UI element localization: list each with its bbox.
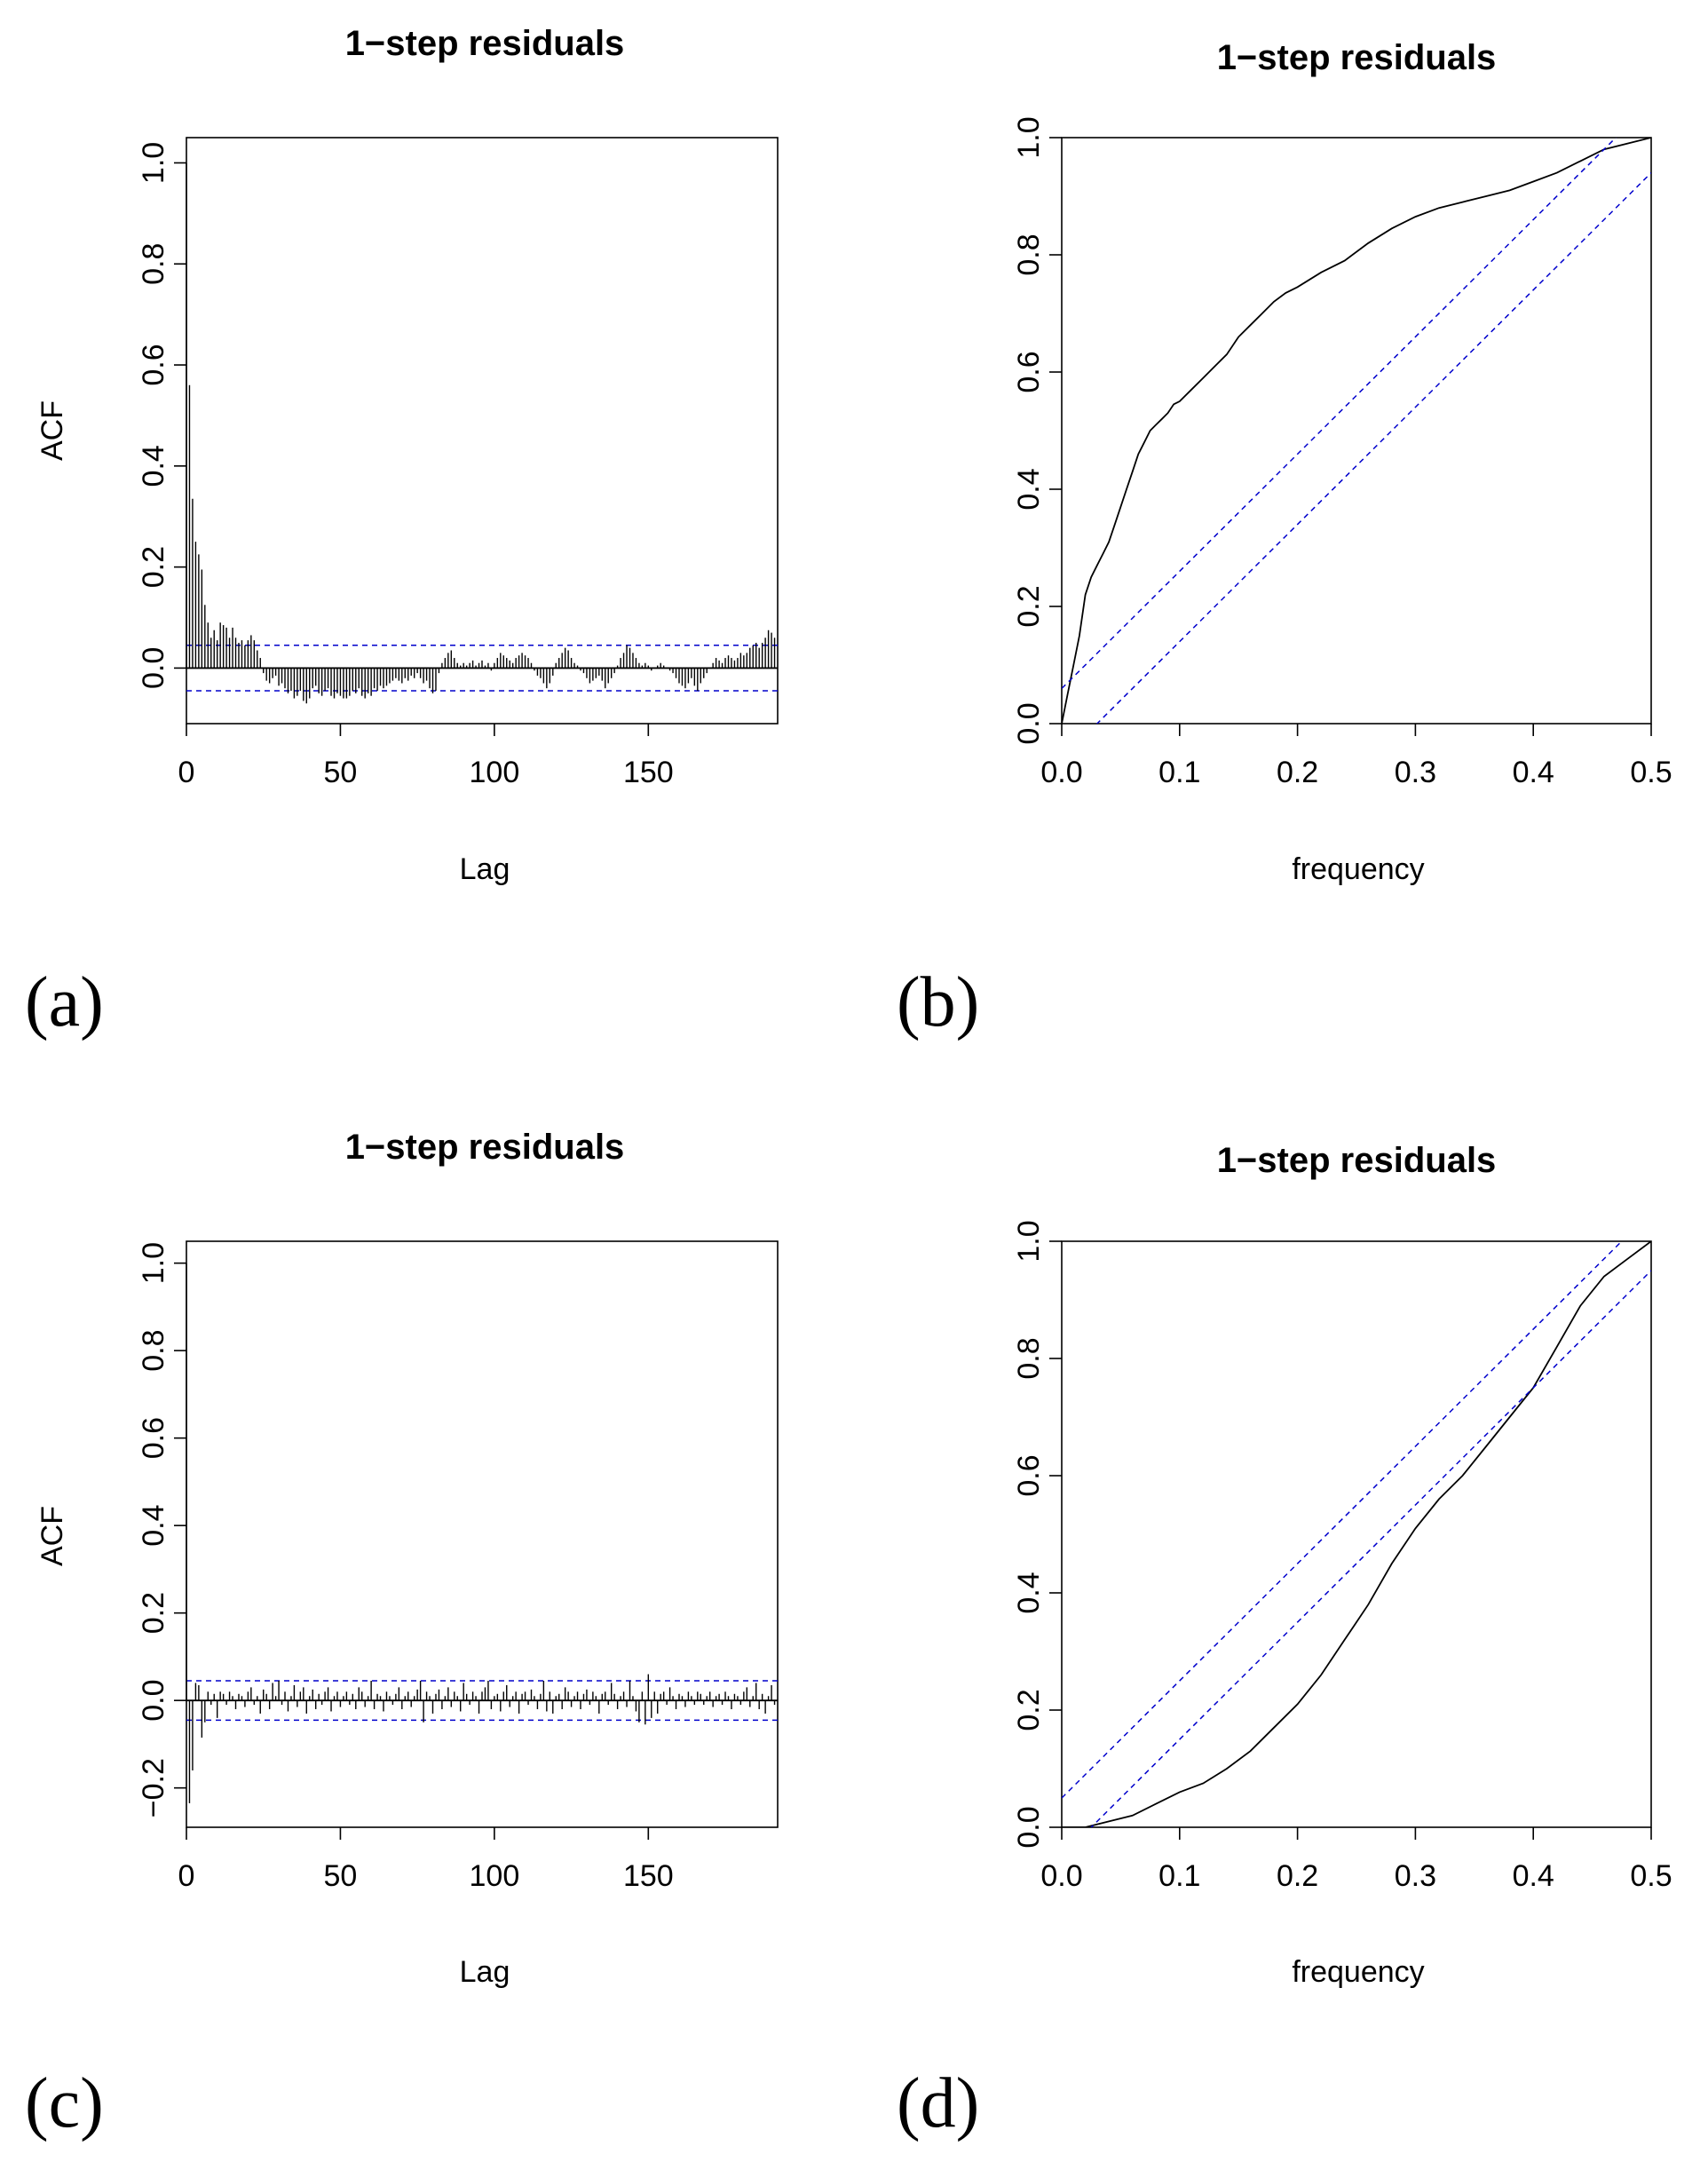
panel-d-xtick-label: 0.4 [1513,1859,1554,1893]
panel-b-xtick-label: 0.2 [1277,756,1318,789]
panel-b-upper-bound-line [1062,138,1617,689]
panel-d-xtick-label: 0.0 [1040,1859,1082,1893]
panel-d-xlabel: frequency [1292,1955,1424,1989]
panel-c-ytick-label: 0.2 [137,1592,170,1634]
panel-a-label: (a) [25,963,104,1041]
panel-b-xtick-label: 0.4 [1513,756,1554,789]
panel-a-title: 1−step residuals [345,24,625,63]
panel-d-xtick-label: 0.3 [1395,1859,1436,1893]
panel-b-xtick-label: 0.0 [1040,756,1082,789]
panel-c-xtick-label: 50 [324,1859,358,1893]
panel-a-ytick-label: 0.6 [137,344,170,385]
panel-d: 1−step residuals frequency (d) 0.0 0.2 0.4… [897,1141,1672,2142]
panel-a-plot-frame [186,137,779,725]
panel-d-ytick-label: 1.0 [1012,1220,1046,1262]
panel-c-ytick-label: 0.4 [137,1505,170,1547]
panel-a-xlabel: Lag [460,852,510,886]
panel-c-ytick-label: 1.0 [137,1242,170,1284]
panel-b-ytick-label: 0.0 [1012,702,1046,744]
panel-b-label: (b) [897,963,979,1041]
panel-a-ytick-label: 0.0 [137,647,170,689]
panel-b-xlabel: frequency [1292,852,1424,886]
panel-d-xtick-label: 0.1 [1158,1859,1200,1893]
panel-c-title: 1−step residuals [345,1128,625,1167]
panel-d-lower-bound-line [1090,1270,1651,1827]
panel-d-xtick-label: 0.5 [1630,1859,1672,1893]
panel-d-ytick-label: 0.0 [1012,1806,1046,1848]
panel-c-xtick-label: 100 [470,1859,520,1893]
panel-b-ytick-label: 0.2 [1012,585,1046,627]
panel-d-label: (d) [897,2064,979,2142]
panel-b: 1−step residuals frequency (b) 0.0 0.2 0.4… [897,38,1672,1041]
panel-b-xtick-label: 0.1 [1158,756,1200,789]
panel-a-xtick-label: 50 [324,756,358,789]
panel-a-ylabel: ACF [36,400,69,461]
panel-b-xtick-label: 0.5 [1630,756,1672,789]
panel-d-ytick-label: 0.4 [1012,1572,1046,1613]
panel-b-ytick-label: 0.8 [1012,234,1046,275]
panel-c-ytick-label: 0.6 [137,1417,170,1459]
panel-b-ytick-label: 0.6 [1012,351,1046,392]
panel-d-upper-bound-line [1062,1241,1623,1799]
panel-c-ylabel: ACF [36,1506,69,1566]
panel-a: 1−step residuals Lag ACF (a) 0.0 0.2 0.4 0.… [25,24,779,1041]
panel-c-xtick-label: 150 [623,1859,674,1893]
panel-d-xtick-label: 0.2 [1277,1859,1318,1893]
panel-a-xtick-label: 100 [470,756,520,789]
panel-d-plot-frame [1061,1240,1652,1828]
panel-d-ytick-label: 0.2 [1012,1689,1046,1730]
panel-c-ytick-label: 0.0 [137,1680,170,1722]
panel-c-ytick-label: −0.2 [137,1758,170,1818]
panel-c-xtick-label: 0 [178,1859,195,1893]
panel-b-ytick-label: 0.4 [1012,468,1046,510]
panel-a-xtick-label: 0 [178,756,195,789]
panel-b-xtick-label: 0.3 [1395,756,1436,789]
panel-c-ytick-label: 0.8 [137,1330,170,1372]
panel-a-ytick-label: 1.0 [137,142,170,184]
panel-c-xlabel: Lag [460,1955,510,1989]
panel-b-lower-bound-line [1095,172,1651,724]
panel-b-title: 1−step residuals [1217,38,1497,77]
panel-a-ytick-label: 0.8 [137,243,170,285]
panel-b-ytick-label: 1.0 [1012,116,1046,158]
panel-a-xtick-label: 150 [623,756,674,789]
panel-a-ytick-label: 0.4 [137,445,170,487]
panel-b-plot-frame [1061,137,1652,725]
panel-d-title: 1−step residuals [1217,1141,1497,1180]
panel-d-ytick-label: 0.6 [1012,1454,1046,1496]
panel-c-label: (c) [25,2064,104,2142]
panel-b-cumulative-periodogram-line [1062,138,1651,724]
panel-c-plot-frame [186,1240,779,1828]
panel-d-cumulative-periodogram-line [1062,1241,1651,1827]
panel-c: 1−step residuals Lag ACF (c) −0.2 0.0 0.2 0… [25,1128,779,2142]
panel-d-ytick-label: 0.8 [1012,1337,1046,1379]
panel-a-ytick-label: 0.2 [137,546,170,588]
